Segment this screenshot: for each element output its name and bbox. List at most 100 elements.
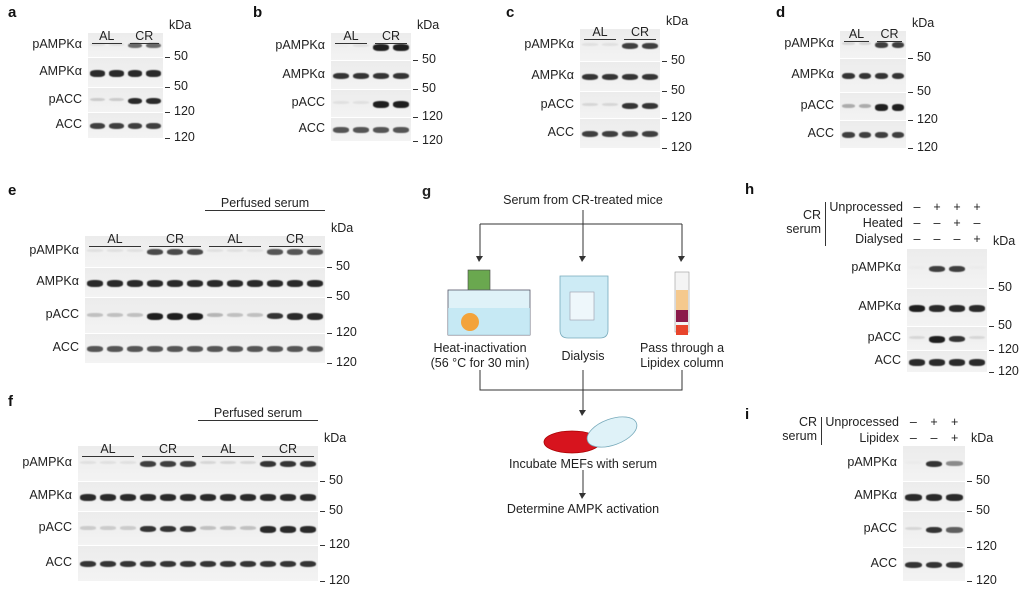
band [393,44,409,51]
band [287,280,303,287]
row-label: AMPKα [36,274,79,288]
lipidex-label-1: Pass through a [640,341,724,355]
band [80,461,96,465]
marker-label: 120 [671,110,692,124]
group-header: CR [129,29,159,44]
band [842,104,855,109]
panel-g-diagram: g Serum from CR-treated mice Heat-inacti… [422,183,724,516]
marker-tick [413,117,418,118]
blot-row-pacc [580,91,660,118]
group-header: AL [209,232,261,247]
blot-row-ampka [331,60,411,89]
band [160,461,176,468]
result-text: Determine AMPK activation [507,502,659,516]
band [140,526,156,533]
row-label: pAMPKα [524,36,574,51]
band [582,102,598,106]
band [120,494,136,501]
band [909,359,925,366]
band [120,561,136,568]
row-label: pACC [45,307,79,321]
dialysis-label: Dialysis [561,349,604,363]
band [146,42,161,48]
marker-label: 50 [174,79,188,93]
band [280,526,296,533]
condition-sign: – [973,216,981,230]
band [280,561,296,568]
band [905,562,922,569]
panel-label-i: i [745,406,750,423]
panel-label-c: c [506,4,515,21]
blot-row-pacc [907,326,987,350]
band [87,313,103,317]
band [200,561,216,568]
condition-sign: – [933,232,941,246]
band [946,527,963,533]
group-header: AL [844,27,869,42]
band [127,123,143,130]
band [260,494,276,501]
group-header: CR [142,442,194,457]
row-label: AMPKα [282,66,325,81]
band [949,336,965,343]
band [858,104,871,109]
marker-tick [327,297,332,298]
marker-tick [165,138,170,139]
marker-label: 50 [998,318,1012,332]
band [622,131,638,138]
band [300,461,316,468]
group-header: CR [149,232,201,247]
row-label: pACC [540,96,574,111]
marker-tick [908,58,913,59]
bracket-line [825,202,826,246]
blot-d [840,30,906,148]
blot-row-ampka [78,481,318,511]
source-text: Serum from CR-treated mice [503,193,663,207]
group-header: CR [624,25,656,40]
marker-tick [320,511,325,512]
marker-label: 50 [917,84,931,98]
marker-label: 50 [976,473,990,487]
band [127,346,143,352]
group-header: CR [262,442,314,457]
band [602,42,618,46]
band [90,42,105,46]
marker-label: 120 [336,325,357,339]
band [393,101,409,108]
row-label: pAMPKα [32,36,82,51]
band [969,359,985,366]
panel-label-f: f [8,393,13,410]
blot-row-pampka [903,445,965,481]
row-label: AMPKα [854,488,897,502]
band [220,461,236,465]
band [267,249,283,255]
petri-dish-icon [543,416,638,454]
band [160,526,176,533]
band [146,97,161,105]
band [929,359,945,366]
band [333,101,349,105]
condition-sign: + [951,415,959,429]
band [280,461,296,468]
marker-tick [662,91,667,92]
band [200,494,216,501]
row-label: pACC [800,98,834,112]
band [842,73,855,80]
row-label: ACC [52,340,79,354]
blot-i [903,445,965,581]
band [207,313,223,317]
band [969,305,985,312]
marker-label: 120 [976,539,997,553]
marker-tick [989,326,994,327]
band [220,526,236,530]
blot-row-acc [78,545,318,581]
blot-row-pacc [331,89,411,117]
band [929,305,945,312]
band [240,526,256,530]
kda-label: kDa [666,14,689,28]
band [909,305,925,312]
dialysis-beaker-icon [559,275,609,339]
kda-label: kDa [417,18,440,32]
row-label: ACC [547,125,574,139]
blot-h [907,248,987,372]
